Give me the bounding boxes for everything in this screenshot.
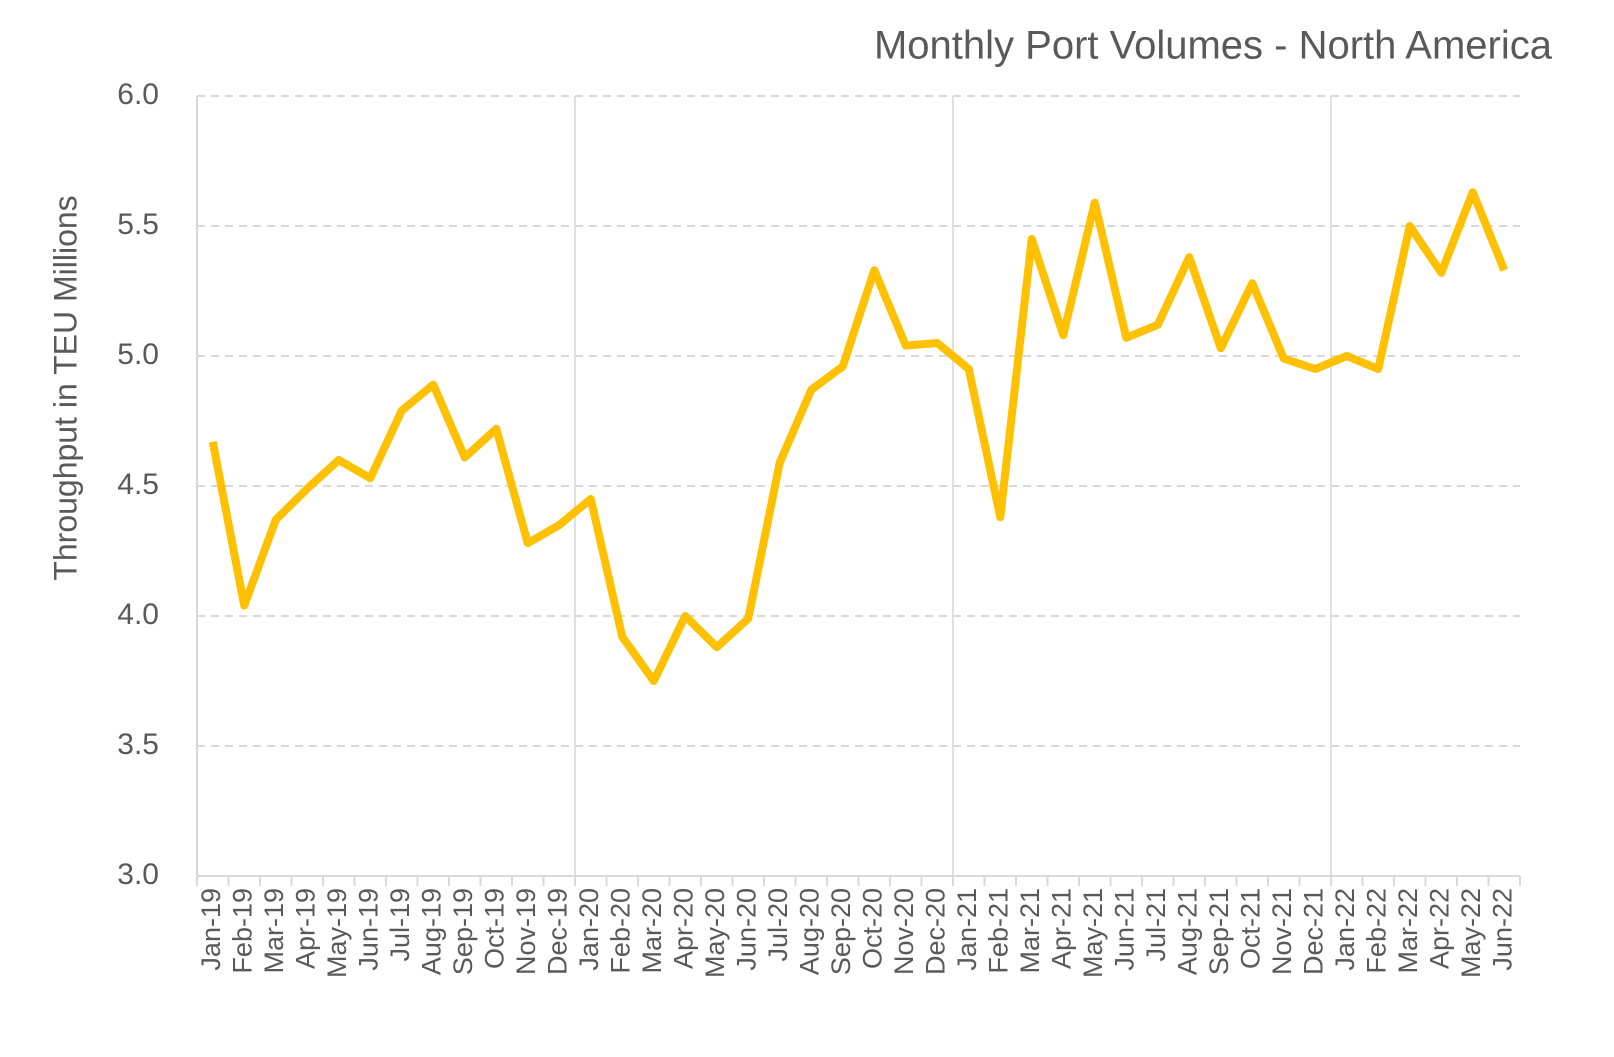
x-tick-label: Jun-20 (731, 888, 761, 971)
x-tick-label: Apr-22 (1424, 888, 1454, 969)
x-tick-label: Nov-20 (889, 888, 919, 975)
x-tick-label: Dec-21 (1298, 888, 1328, 975)
x-tick-label: Oct-19 (479, 888, 509, 969)
x-tick-label: Aug-21 (1172, 888, 1202, 975)
x-tick-label: Jan-19 (196, 888, 226, 971)
chart-title: Monthly Port Volumes - North America (874, 24, 1553, 68)
y-tick-label: 4.0 (117, 598, 159, 631)
x-tick-label: Apr-21 (1046, 888, 1076, 969)
x-tick-label: Sep-20 (826, 888, 856, 975)
y-tick-label: 6.0 (117, 78, 159, 111)
x-tick-label: Oct-21 (1235, 888, 1265, 969)
x-tick-label: May-19 (322, 888, 352, 978)
x-tick-label: Feb-21 (983, 888, 1013, 974)
y-tick-label: 5.5 (117, 208, 159, 241)
x-tick-label: May-21 (1078, 888, 1108, 978)
x-tick-label: Jul-21 (1141, 888, 1171, 962)
x-tick-label: Jan-21 (952, 888, 982, 971)
x-tick-label: Dec-19 (542, 888, 572, 975)
x-tick-label: Sep-19 (448, 888, 478, 975)
y-tick-label: 5.0 (117, 338, 159, 371)
x-tick-label: Jul-19 (385, 888, 415, 962)
x-tick-label: Mar-19 (259, 888, 289, 974)
x-tick-label: Sep-21 (1204, 888, 1234, 975)
x-tick-label: Jun-21 (1109, 888, 1139, 971)
x-tick-label: May-20 (700, 888, 730, 978)
y-axis-label: Throughput in TEU Millions (47, 195, 83, 580)
x-tick-label: Jul-20 (763, 888, 793, 962)
x-tick-label: Mar-21 (1015, 888, 1045, 974)
x-tick-label: Nov-19 (511, 888, 541, 975)
x-tick-label: Mar-22 (1393, 888, 1423, 974)
x-tick-label: Jan-22 (1330, 888, 1360, 971)
x-tick-label: Dec-20 (920, 888, 950, 975)
x-tick-label: May-22 (1456, 888, 1486, 978)
x-tick-label: Apr-20 (668, 888, 698, 969)
y-tick-label: 3.5 (117, 728, 159, 761)
y-tick-label: 4.5 (117, 468, 159, 501)
x-tick-label: Feb-22 (1361, 888, 1391, 974)
x-tick-label: Nov-21 (1267, 888, 1297, 975)
x-tick-label: Jun-19 (353, 888, 383, 971)
x-tick-label: Feb-19 (227, 888, 257, 974)
x-tick-label: Mar-20 (637, 888, 667, 974)
x-tick-label: Jun-22 (1487, 888, 1517, 971)
x-tick-label: Jan-20 (574, 888, 604, 971)
y-tick-label: 3.0 (117, 858, 159, 891)
x-tick-label: Oct-20 (857, 888, 887, 969)
x-tick-label: Feb-20 (605, 888, 635, 974)
series-line (208, 188, 1508, 685)
x-tick-label: Aug-20 (794, 888, 824, 975)
x-tick-label: Apr-19 (290, 888, 320, 969)
x-tick-label: Aug-19 (416, 888, 446, 975)
